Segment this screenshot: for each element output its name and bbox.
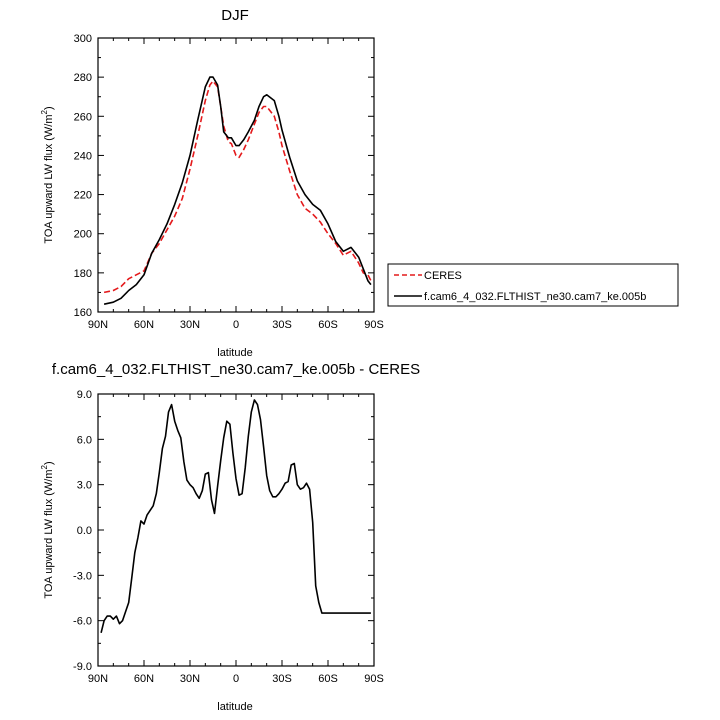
y-tick-label: -6.0: [73, 616, 92, 628]
x-tick-label: 60S: [318, 673, 338, 685]
bottom-chart: f.cam6_4_032.FLTHIST_ne30.cam7_ke.005b -…: [40, 361, 420, 713]
x-tick-label: 30N: [180, 673, 200, 685]
x-tick-label: 60S: [318, 319, 338, 331]
y-tick-label: -9.0: [73, 661, 92, 673]
chart-title: f.cam6_4_032.FLTHIST_ne30.cam7_ke.005b -…: [52, 361, 420, 378]
y-axis-label: TOA upward LW flux (W/m2): [40, 461, 55, 598]
x-tick-label: 30S: [272, 319, 292, 331]
y-tick-label: 9.0: [77, 389, 92, 401]
chart-title: DJF: [221, 7, 249, 24]
x-axis-label: latitude: [217, 347, 252, 359]
legend-label-ceres: CERES: [424, 270, 462, 282]
y-tick-label: 300: [74, 33, 92, 45]
series-line-f-cam6-4-032-flthist-ne30-cam7-ke-005b: [103, 76, 372, 305]
y-tick-label: 180: [74, 268, 92, 280]
x-axis-label: latitude: [217, 701, 252, 713]
x-tick-label: 90S: [364, 319, 384, 331]
y-tick-label: 280: [74, 72, 92, 84]
x-tick-label: 0: [233, 673, 239, 685]
y-tick-label: 6.0: [77, 434, 92, 446]
y-axis-label: TOA upward LW flux (W/m2): [40, 106, 55, 243]
y-tick-label: -3.0: [73, 570, 92, 582]
top-chart: DJF 90N 60N 30N 0 30S 60S 90S 160 180 200 220 240 26…: [40, 7, 679, 359]
legend-label-model: f.cam6_4_032.FLTHIST_ne30.cam7_ke.005b: [424, 291, 646, 303]
y-tick-label: 240: [74, 150, 92, 162]
y-tick-label: 220: [74, 190, 92, 202]
y-tick-label: 3.0: [77, 480, 92, 492]
x-tick-label: 60N: [134, 319, 154, 331]
y-tick-label: 200: [74, 229, 92, 241]
legend-frame: [387, 263, 679, 307]
x-tick-label: 90N: [88, 673, 108, 685]
x-tick-label: 0: [233, 319, 239, 331]
x-tick-label: 30S: [272, 673, 292, 685]
series-line-difference: [100, 399, 371, 633]
y-tick-label: 260: [74, 111, 92, 123]
legend: CERES f.cam6_4_032.FLTHIST_ne30.cam7_ke.…: [387, 263, 679, 307]
plot-frame: [97, 37, 375, 313]
y-tick-label: 160: [74, 307, 92, 319]
x-tick-label: 90N: [88, 319, 108, 331]
series-line-ceres: [103, 80, 372, 294]
y-tick-label: 0.0: [77, 525, 92, 537]
x-tick-label: 30N: [180, 319, 200, 331]
x-tick-label: 90S: [364, 673, 384, 685]
x-tick-label: 60N: [134, 673, 154, 685]
